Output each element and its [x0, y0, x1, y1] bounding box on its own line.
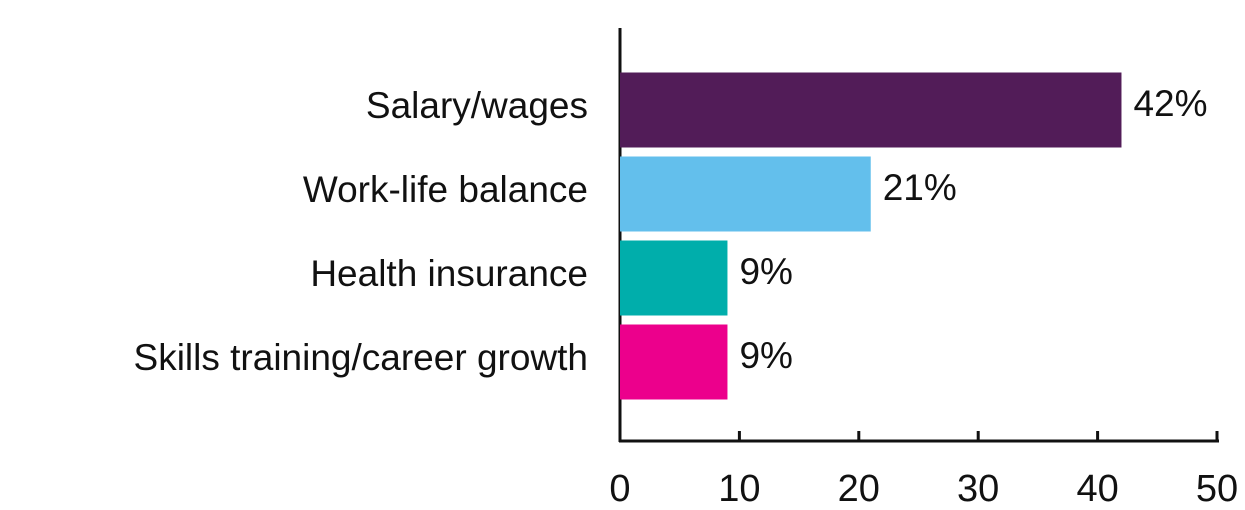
x-tick-label: 10	[718, 468, 760, 510]
value-label: 9%	[739, 251, 792, 292]
bar	[620, 72, 1122, 148]
category-label: Salary/wages	[366, 85, 588, 126]
category-label: Skills training/career growth	[134, 337, 588, 378]
x-tick-label: 40	[1076, 468, 1118, 510]
bar	[620, 156, 871, 232]
category-label: Work-life balance	[303, 169, 588, 210]
x-tick-label: 20	[838, 468, 880, 510]
value-label: 21%	[883, 167, 957, 208]
bar	[620, 324, 728, 400]
value-label: 9%	[739, 335, 792, 376]
x-tick-label: 30	[957, 468, 999, 510]
bar	[620, 240, 728, 316]
category-label: Health insurance	[310, 253, 588, 294]
x-tick-label: 0	[609, 468, 630, 510]
value-label: 42%	[1133, 83, 1207, 124]
x-tick-label: 50	[1196, 468, 1238, 510]
